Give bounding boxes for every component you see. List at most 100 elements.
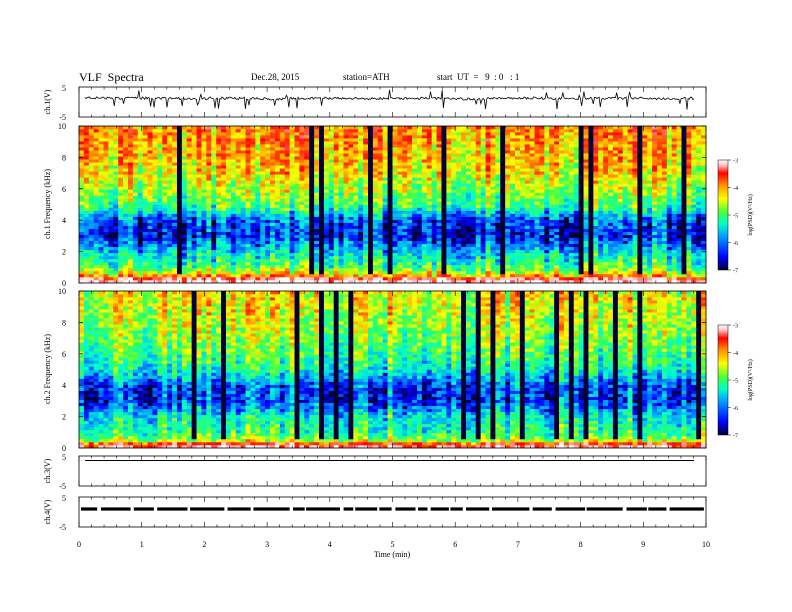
spectrogram-cell	[240, 219, 246, 223]
spectrogram-cell	[152, 219, 158, 223]
spectrogram-cell	[93, 216, 99, 220]
spectrogram-cell	[510, 264, 516, 269]
spectrogram-cell	[172, 255, 178, 260]
spectrogram-cell	[265, 237, 271, 242]
spectrogram-cell	[348, 276, 354, 281]
spectrogram-cell	[108, 186, 114, 190]
spectrogram-cell	[319, 159, 325, 163]
spectrogram-cell	[490, 198, 496, 202]
spectrogram-cell	[118, 141, 124, 145]
spectrogram-cell	[172, 162, 178, 166]
spectrogram-cell	[426, 135, 432, 139]
spectrogram-cell	[465, 216, 472, 220]
spectrogram-cell	[519, 192, 526, 196]
spectrogram-cell	[495, 135, 501, 139]
spectrogram-cell	[465, 240, 472, 245]
spectrogram-cell	[392, 180, 398, 184]
spectrogram-cell	[475, 255, 481, 260]
spectrogram-cell	[387, 126, 393, 130]
spectrogram-cell	[196, 156, 202, 160]
spectrogram-cell	[328, 246, 335, 251]
spectrogram-cell	[431, 204, 437, 208]
spectrogram-cell	[412, 225, 418, 229]
spectrogram-cell	[211, 273, 217, 278]
spectrogram-cell	[250, 279, 256, 284]
spectrogram-cell	[118, 159, 124, 163]
spectrogram-cell	[279, 174, 286, 178]
spectrogram-cell	[265, 201, 271, 205]
spectrogram-cell	[456, 213, 462, 217]
spectrogram-cell	[98, 189, 104, 193]
spectrogram-cell	[132, 213, 139, 217]
spectrogram-cell	[402, 159, 408, 163]
spectrogram-cell	[353, 279, 359, 284]
spectrogram-cell	[416, 261, 423, 266]
spectrogram-cell	[235, 174, 241, 178]
spectrogram-cell	[382, 135, 388, 139]
spectrogram-cell	[201, 144, 207, 148]
spectrogram-cell	[524, 249, 530, 254]
spectrogram-cell	[524, 210, 530, 214]
spectrogram-cell	[323, 240, 330, 245]
spectrogram-cell	[304, 213, 310, 217]
spectrogram-cell	[181, 165, 188, 169]
spectrogram-cell	[441, 273, 447, 278]
spectrogram-cell	[118, 264, 124, 269]
spectrogram-cell	[88, 252, 94, 257]
spectrogram-cell	[480, 255, 486, 260]
spectrogram-cell	[314, 153, 320, 157]
spectrogram-cell	[113, 126, 119, 130]
spectrogram-cell	[304, 159, 310, 163]
spectrogram-cell	[127, 237, 134, 242]
spectrogram-cell	[485, 249, 491, 254]
spectrogram-cell	[402, 171, 408, 175]
spectrogram-cell	[225, 129, 232, 133]
spectrogram-cell	[157, 276, 163, 281]
spectrogram-cell	[260, 213, 266, 217]
spectrogram-cell	[407, 210, 413, 214]
spectrogram-cell	[382, 141, 388, 145]
spectrogram-cell	[358, 258, 364, 263]
spectrogram-cell	[137, 135, 143, 139]
spectrogram-cell	[519, 153, 526, 157]
spectrogram-cell	[397, 192, 403, 196]
spectrogram-cell	[211, 219, 217, 223]
spectrogram-cell	[446, 195, 452, 199]
spectrogram-cell	[108, 234, 114, 239]
spectrogram-cell	[304, 240, 310, 245]
spectrogram-cell	[167, 204, 173, 208]
spectrogram-cell	[206, 252, 212, 257]
spectrogram-cell	[206, 231, 212, 235]
spectrogram-cell	[475, 138, 481, 142]
spectrogram-cell	[465, 213, 472, 217]
spectrogram-cell	[279, 258, 286, 263]
spectrogram-cell	[113, 225, 119, 229]
spectrogram-cell	[343, 267, 349, 272]
spectrogram-cell	[382, 186, 388, 190]
spectrogram-cell	[485, 225, 491, 229]
spectrogram-cell	[323, 225, 330, 229]
spectrogram-cell	[196, 264, 202, 269]
spectrogram-cell	[152, 183, 158, 187]
spectrogram-cell	[225, 255, 232, 260]
spectrogram-cell	[529, 216, 535, 220]
spectrogram-cell	[299, 201, 305, 205]
spectrogram-cell	[372, 261, 379, 266]
spectrogram-cell	[470, 174, 477, 178]
spectrogram-cell	[265, 150, 271, 154]
spectrogram-cell	[88, 150, 94, 154]
spectrogram-cell	[235, 132, 241, 136]
spectrogram-cell	[260, 261, 266, 266]
spectrogram-cell	[250, 219, 256, 223]
spectrogram-cell	[230, 207, 237, 211]
spectrogram-cell	[328, 237, 335, 242]
spectrogram-cell	[338, 264, 344, 269]
spectrogram-cell	[436, 186, 442, 190]
spectrogram-cell	[377, 273, 383, 278]
spectrogram-cell	[123, 135, 129, 139]
spectrogram-cell	[79, 186, 85, 190]
spectrogram-cell	[167, 258, 173, 263]
spectrogram-cell	[93, 168, 99, 172]
spectrogram-cell	[221, 171, 227, 175]
spectrogram-cell	[98, 258, 104, 263]
